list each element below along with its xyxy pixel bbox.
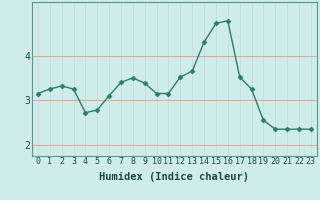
- X-axis label: Humidex (Indice chaleur): Humidex (Indice chaleur): [100, 172, 249, 182]
